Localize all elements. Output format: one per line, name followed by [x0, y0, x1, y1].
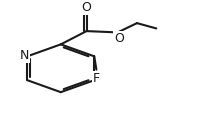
Text: O: O	[82, 1, 92, 14]
Text: N: N	[19, 49, 29, 62]
Text: F: F	[93, 72, 100, 85]
Text: O: O	[114, 32, 124, 45]
